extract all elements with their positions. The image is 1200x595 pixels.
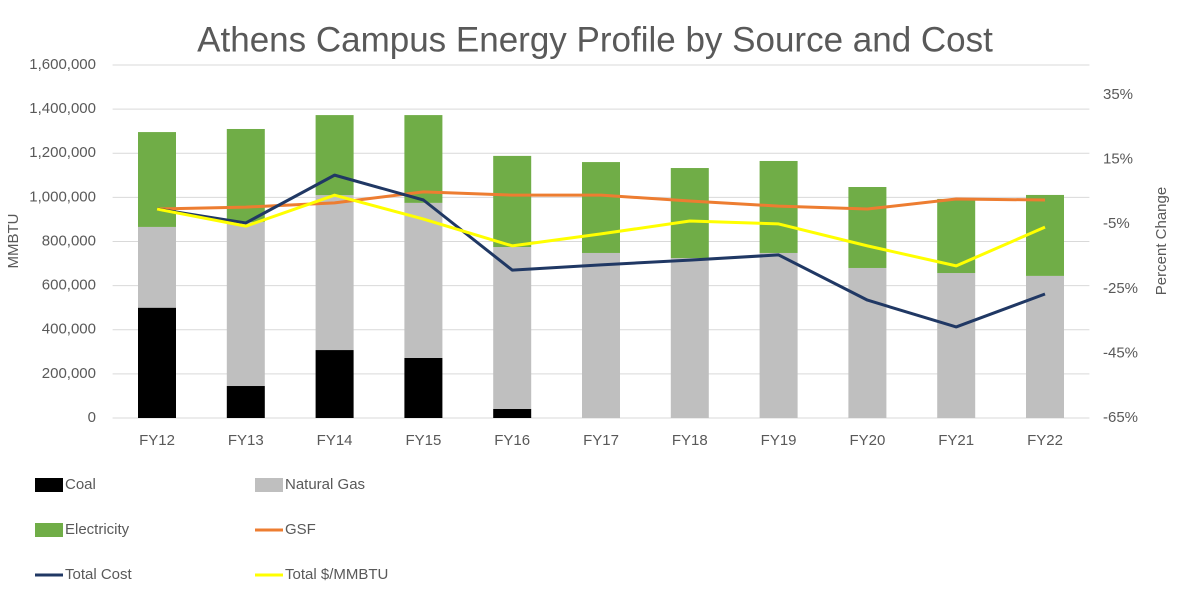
legend-label: Natural Gas xyxy=(285,476,365,493)
y-tick-label: 1,600,000 xyxy=(29,56,96,73)
y2-tick-label: -25% xyxy=(1103,280,1138,297)
y-tick-label: 1,000,000 xyxy=(29,188,96,205)
x-tick-label: FY15 xyxy=(405,432,441,449)
x-tick-label: FY22 xyxy=(1027,432,1063,449)
x-tick-label: FY18 xyxy=(672,432,708,449)
chart-title: Athens Campus Energy Profile by Source a… xyxy=(197,20,993,59)
x-tick-label: FY19 xyxy=(761,432,797,449)
legend-swatch xyxy=(35,478,63,492)
line xyxy=(156,193,1046,268)
bar xyxy=(138,226,176,308)
y2-tick-label: 15% xyxy=(1103,151,1133,168)
y2-axis-title: Percent Change xyxy=(1153,187,1170,295)
x-tick-label: FY17 xyxy=(583,432,619,449)
bar xyxy=(1026,194,1064,276)
x-tick-label: FY16 xyxy=(494,432,530,449)
bar xyxy=(937,273,976,418)
bar xyxy=(493,155,532,248)
bar xyxy=(315,350,354,418)
bar xyxy=(226,386,265,418)
bar xyxy=(670,168,709,259)
x-tick-label: FY14 xyxy=(317,432,353,449)
bar xyxy=(315,195,354,351)
line xyxy=(156,173,1046,329)
bar xyxy=(582,252,620,418)
y-tick-label: 1,400,000 xyxy=(29,100,96,117)
x-tick-label: FY13 xyxy=(228,432,264,449)
y-axis-title: MMBTU xyxy=(5,214,22,269)
bar xyxy=(670,258,709,418)
bar xyxy=(582,162,620,253)
bar xyxy=(848,267,887,418)
x-tick-label: FY12 xyxy=(139,432,175,449)
y-tick-label: 1,200,000 xyxy=(29,144,96,161)
bar xyxy=(759,252,798,418)
legend-label: GSF xyxy=(285,521,316,538)
legend-label: Total Cost xyxy=(65,566,133,583)
y-tick-label: 400,000 xyxy=(42,321,96,338)
x-tick-label: FY21 xyxy=(938,432,974,449)
legend-swatch xyxy=(255,478,283,492)
bar xyxy=(493,408,532,418)
bar xyxy=(138,307,176,418)
x-tick-label: FY20 xyxy=(849,432,885,449)
bar xyxy=(404,115,443,203)
bar xyxy=(404,202,443,358)
y-tick-label: 600,000 xyxy=(42,277,96,294)
y2-tick-label: -5% xyxy=(1103,215,1130,232)
legend-swatch xyxy=(35,523,63,537)
bar xyxy=(404,357,443,418)
y2-tick-label: -65% xyxy=(1103,409,1138,426)
y2-tick-label: 35% xyxy=(1103,86,1133,103)
bar xyxy=(493,247,532,409)
legend-label: Total $/MMBTU xyxy=(285,566,388,583)
legend-label: Electricity xyxy=(65,521,130,538)
bar xyxy=(1026,275,1064,418)
y-tick-label: 800,000 xyxy=(42,232,96,249)
bar xyxy=(226,222,265,387)
bar xyxy=(848,187,887,268)
legend-label: Coal xyxy=(65,476,96,493)
y-tick-label: 0 xyxy=(88,409,96,426)
y-tick-label: 200,000 xyxy=(42,365,96,382)
y2-tick-label: -45% xyxy=(1103,344,1138,361)
